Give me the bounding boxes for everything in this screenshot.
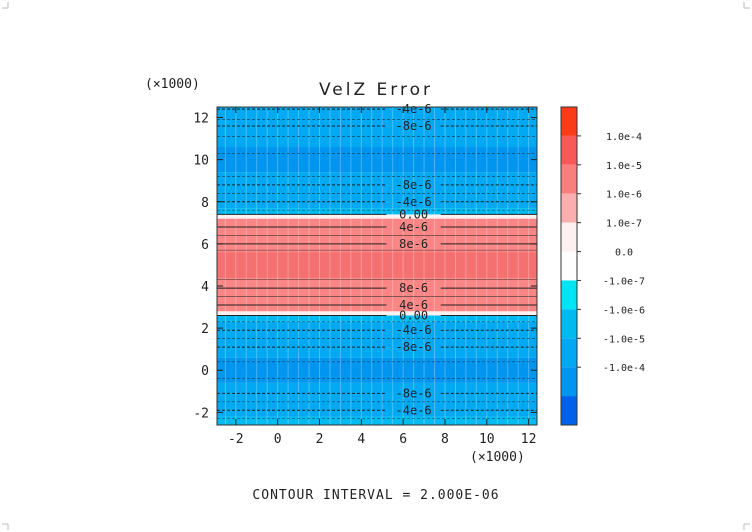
contour-band-11	[217, 147, 537, 173]
colorbar-label: 0.0	[615, 248, 633, 259]
x-tick-label: -2	[228, 432, 244, 447]
contour-label: 0.00	[399, 207, 428, 221]
contour-label: 4e-6	[399, 298, 428, 312]
chart-title: VelZ Error	[319, 80, 433, 100]
y-scale-label: (×1000)	[145, 77, 200, 92]
contour-label: 0.00	[399, 308, 428, 322]
contour-label: -8e-6	[396, 178, 432, 192]
contour-interval-label: CONTOUR INTERVAL = 2.000E-06	[252, 488, 499, 503]
contour-band-1	[217, 382, 537, 417]
colorbar-label: 1.0e-6	[606, 190, 642, 201]
x-scale-label: (×1000)	[470, 450, 525, 465]
colorbar-label: -1.0e-7	[603, 276, 645, 287]
colorbar	[560, 106, 578, 426]
y-tick-label: 0	[201, 364, 209, 379]
colorbar-segment	[561, 135, 577, 165]
colorbar-label: -1.0e-5	[603, 334, 645, 345]
x-tick-label: 0	[274, 432, 282, 447]
colorbar-segment	[561, 222, 577, 252]
x-tick-label: 2	[316, 432, 324, 447]
colorbar-frame	[560, 106, 578, 426]
x-tick-label: 12	[521, 432, 537, 447]
colorbar-labels: 1.0e-4 1.0e-5 1.0e-6 1.0e-7 0.0 -1.0e-7 -1.0e-…	[577, 132, 645, 374]
contour-label: -4e-6	[396, 323, 432, 337]
contour-band-4	[217, 315, 537, 322]
colorbar-segment	[561, 396, 577, 425]
contour-label: 8e-6	[399, 281, 428, 295]
contour-label: -8e-6	[396, 340, 432, 354]
colorbar-label: -1.0e-4	[603, 363, 645, 374]
y-tick-label: 8	[201, 196, 209, 211]
colorbar-segment	[561, 193, 577, 223]
colorbar-label: 1.0e-7	[606, 219, 642, 230]
contour-label: -8e-6	[396, 119, 432, 133]
contour-band-0	[217, 416, 537, 425]
contour-band-10	[217, 172, 537, 209]
contour-band-7	[217, 252, 537, 278]
colorbar-label: -1.0e-6	[603, 305, 645, 316]
plot-frame	[216, 106, 538, 426]
x-tick-label: 4	[357, 432, 365, 447]
colorbar-label: 1.0e-5	[606, 161, 642, 172]
contour-band-12	[217, 107, 537, 148]
y-tick-label: 10	[193, 154, 209, 169]
y-tick-label: 6	[201, 238, 209, 253]
colorbar-segment	[561, 338, 577, 368]
contour-label: 4e-6	[399, 220, 428, 234]
y-tick-label: 12	[193, 112, 209, 127]
x-tick-label: 8	[441, 432, 449, 447]
contour-band-2	[217, 357, 537, 383]
contour-band-8	[217, 214, 537, 219]
contour-label: 8e-6	[399, 237, 428, 251]
contour-band-3	[217, 321, 537, 358]
y-axis-ticks: -2 0 2 4 6 8 10 12	[193, 112, 537, 421]
contour-label: -4e-6	[396, 195, 432, 209]
colorbar-segment	[561, 367, 577, 397]
colorbar-segment	[561, 107, 577, 136]
y-tick-label: -2	[193, 406, 209, 421]
contour-bands	[217, 107, 537, 425]
colorbar-segment	[561, 251, 577, 281]
contour-band-9	[217, 208, 537, 215]
x-tick-label: 6	[399, 432, 407, 447]
y-tick-label: 4	[201, 280, 209, 295]
colorbar-label: 1.0e-4	[606, 132, 642, 143]
contour-label: -4e-6	[396, 403, 432, 417]
contour-band-5	[217, 311, 537, 316]
contour-label: -8e-6	[396, 386, 432, 400]
contour-labels: -4e-6-8e-6-8e-6-4e-60.004e-68e-68e-64e-6…	[396, 102, 432, 417]
vertical-grid-lines	[224, 107, 530, 425]
y-tick-label: 2	[201, 322, 209, 337]
x-tick-label: 10	[479, 432, 495, 447]
colorbar-segment	[561, 280, 577, 310]
x-axis-ticks: -2 0 2 4 6 8 10 12	[228, 107, 536, 447]
colorbar-segment	[561, 164, 577, 194]
contour-label: -4e-6	[396, 102, 432, 116]
contour-lines	[217, 108, 537, 420]
colorbar-segment	[561, 309, 577, 339]
